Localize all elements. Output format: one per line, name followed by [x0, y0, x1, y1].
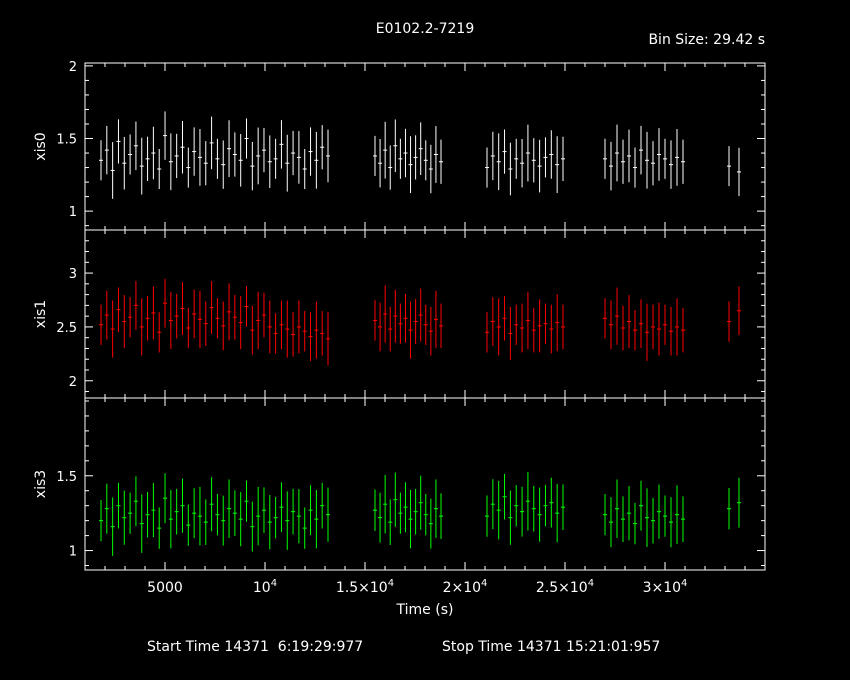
y-axis-label-xis0: xis0: [33, 132, 49, 160]
series-xis0: [99, 111, 741, 199]
y-tick-label: 1.5: [56, 133, 77, 148]
panel-xis1: 2 2.5 3 xis1: [33, 229, 766, 399]
panel-frame: [84, 62, 766, 231]
y-tick-label: 2: [69, 375, 77, 390]
series-xis3: [99, 471, 741, 556]
time-axis: 5000 104 1.5×104 2×104 2.5×104 3×104: [147, 578, 687, 596]
start-time-label: Start Time 14371 6:19:29:977: [147, 639, 363, 655]
y-tick-label: 1.5: [56, 470, 77, 485]
y-tick-label: 2.5: [56, 321, 77, 336]
x-tick-label: 2×104: [443, 578, 488, 596]
x-tick-label: 1.5×104: [336, 578, 394, 596]
panel-xis3: 1 1.5 xis3: [33, 397, 766, 571]
series-xis1: [99, 278, 741, 366]
bin-size-label: Bin Size: 29.42 s: [648, 32, 765, 48]
chart-title: E0102.2-7219: [376, 21, 475, 37]
x-tick-label: 2.5×104: [536, 578, 594, 596]
x-tick-label: 104: [253, 578, 277, 596]
y-tick-label: 1: [69, 545, 77, 560]
stop-time-label: Stop Time 14371 15:21:01:957: [442, 639, 660, 655]
plot-panels: 1 1.5 2 xis0 2 2.5 3 xis1 1 1.5 xis3: [33, 60, 766, 571]
panel-frame: [84, 229, 766, 399]
panel-xis0: 1 1.5 2 xis0: [33, 60, 766, 231]
y-tick-label: 3: [69, 267, 77, 282]
x-tick-label: 5000: [147, 580, 183, 596]
panel-frame: [84, 397, 766, 571]
y-axis-label-xis3: xis3: [33, 470, 49, 498]
x-axis-label: Time (s): [396, 602, 454, 618]
y-tick-label: 2: [69, 60, 77, 75]
y-axis-label-xis1: xis1: [33, 300, 49, 328]
y-tick-label: 1: [69, 205, 77, 220]
x-tick-label: 3×104: [643, 578, 688, 596]
